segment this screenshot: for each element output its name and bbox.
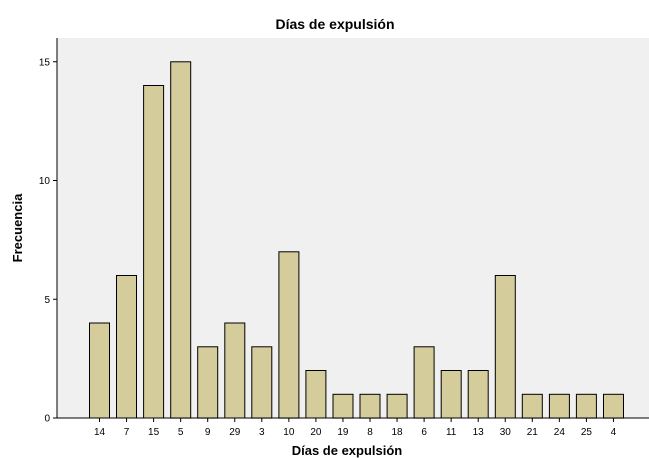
x-tick-label: 24	[554, 427, 566, 438]
x-tick-label: 21	[527, 427, 539, 438]
x-tick-label: 25	[581, 427, 593, 438]
x-tick-label: 8	[367, 427, 373, 438]
bar	[603, 393, 624, 419]
bar	[413, 346, 435, 419]
bar	[467, 370, 489, 419]
x-tick-label: 6	[421, 427, 427, 438]
bar	[305, 370, 327, 419]
y-axis-ticks: 0 5 10 15	[39, 57, 57, 425]
bar	[386, 393, 408, 419]
x-tick-label: 29	[229, 427, 241, 438]
bars-group	[89, 61, 624, 419]
x-tick-label: 20	[310, 427, 322, 438]
x-tick-label: 14	[94, 427, 106, 438]
bar	[548, 393, 570, 419]
y-tick-label: 15	[39, 57, 51, 68]
x-tick-label: 10	[283, 427, 295, 438]
x-tick-label: 18	[391, 427, 403, 438]
chart-title: Días de expulsión	[275, 16, 394, 32]
y-tick-label: 0	[44, 414, 50, 425]
y-tick-label: 10	[39, 176, 51, 187]
x-axis-label: Días de expulsión	[292, 443, 403, 458]
bar	[575, 393, 597, 419]
bar	[197, 346, 219, 419]
y-axis-label: Frecuencia	[10, 193, 25, 262]
bar	[224, 322, 246, 419]
bar	[143, 85, 165, 419]
x-tick-label: 11	[446, 427, 457, 438]
bar	[494, 275, 516, 419]
x-tick-label: 3	[259, 427, 265, 438]
axes-group	[56, 38, 649, 419]
x-tick-label: 9	[205, 427, 211, 438]
y-tick-label: 5	[44, 295, 50, 306]
x-tick-label: 5	[178, 427, 184, 438]
bar	[521, 393, 543, 419]
bar	[89, 322, 110, 419]
bar	[116, 275, 137, 419]
x-tick-label: 30	[500, 427, 512, 438]
bar	[332, 393, 354, 419]
x-tick-label: 15	[148, 427, 160, 438]
x-axis-ticks: 14 7 15 5 9 29 3 10 20 19 8 18 6 11 13 30 21 24 25 4	[94, 418, 617, 438]
bar	[251, 346, 273, 419]
bar	[170, 61, 192, 419]
x-tick-label: 13	[473, 427, 485, 438]
x-tick-label: 19	[337, 427, 349, 438]
bar	[440, 370, 462, 419]
bar	[278, 251, 300, 419]
x-tick-label: 4	[611, 427, 617, 438]
x-tick-label: 7	[124, 427, 130, 438]
bar	[359, 393, 381, 419]
